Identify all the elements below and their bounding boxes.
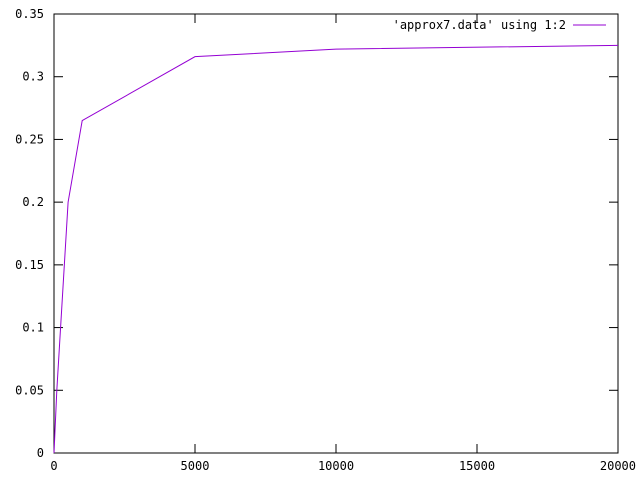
series-line-0: [53, 44, 619, 454]
y-tick-label: 0.1: [22, 321, 44, 335]
legend-label-0: 'approx7.data' using 1:2: [393, 18, 566, 32]
plot-frame: [53, 13, 619, 454]
y-tick-label: 0.15: [15, 258, 44, 272]
x-tick-label: 15000: [459, 459, 495, 473]
x-tick-label: 10000: [318, 459, 354, 473]
y-tick-label: 0: [37, 446, 44, 460]
y-tick-label: 0.25: [15, 132, 44, 146]
y-tick-label: 0.05: [15, 383, 44, 397]
legend: 'approx7.data' using 1:2: [393, 18, 606, 32]
y-tick-label: 0.2: [22, 195, 44, 209]
x-tick-label: 0: [50, 459, 57, 473]
y-tick-label: 0.35: [15, 7, 44, 21]
x-tick-label: 5000: [181, 459, 210, 473]
x-tick-label: 20000: [600, 459, 636, 473]
y-tick-label: 0.3: [22, 70, 44, 84]
y-axis-ticks: 0 0.05 0.1 0.15 0.2 0.25 0.3 0.35: [15, 7, 618, 460]
series-layer: [53, 44, 619, 454]
x-axis-ticks: 0 5000 10000 15000 20000: [50, 14, 636, 473]
